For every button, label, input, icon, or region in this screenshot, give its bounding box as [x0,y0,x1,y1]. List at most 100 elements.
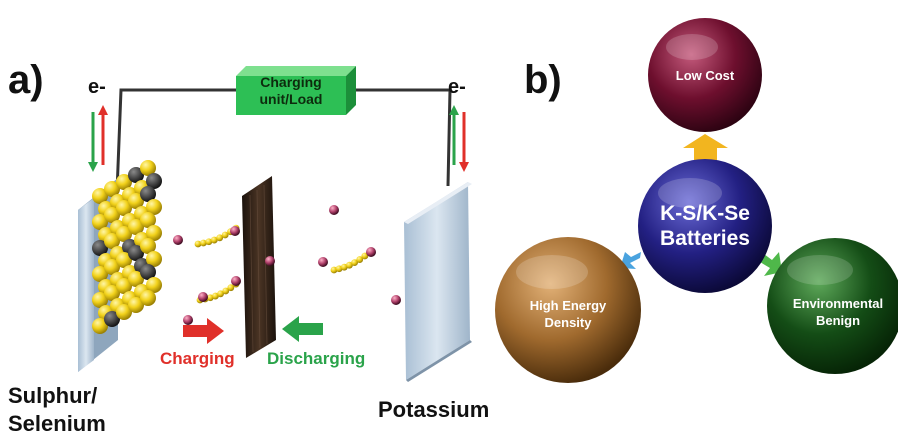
center-text: K-S/K-Se Batteries [640,198,770,254]
panel-b-label: b) [524,58,562,102]
potassium-ion [391,295,401,305]
selenium-particle [146,173,162,189]
sulfur-particle [128,193,144,209]
selenium-particle [92,240,108,256]
separator [242,176,276,358]
chain-bead [200,239,207,247]
environmental-line1: Environmental [792,296,884,311]
chain-bead [210,236,218,244]
sulfur-particle [92,266,108,282]
sulfur-particle [146,199,162,215]
potassium-ion [329,205,339,215]
left-electrode-line1: Sulphur/ [8,383,98,408]
low-cost-sphere [648,18,762,132]
chain-bead [356,256,364,263]
panel-a-label: a) [8,58,44,102]
chain-bead [221,231,229,239]
selenium-particle [128,167,144,183]
right-electrode-label: Potassium [378,397,490,422]
left-electrode-label: Sulphur/ Selenium [8,382,106,438]
potassium-ion [265,256,275,266]
selenium-particle [140,186,156,202]
high-energy-line2: Density [544,315,592,330]
potassium-ion [173,235,183,245]
center-line2: Batteries [660,227,750,250]
sulfur-particle [146,225,162,241]
charging-unit-label: Charging unit/Load [236,69,346,113]
potassium-ion [231,276,241,286]
left-wire [115,88,236,193]
selenium-particle [128,245,144,261]
potassium-ion [318,257,328,267]
charging-unit-box [236,66,356,115]
chain-bead [205,238,213,246]
sulfur-particle [104,285,120,301]
potassium-ion [366,247,376,257]
sulfur-particle [146,251,162,267]
chain-bead [351,259,358,267]
sulfur-particle [146,277,162,293]
chain-bead [330,266,338,274]
sulfur-particle [104,233,120,249]
sulfur-particle [104,259,120,275]
sulfur-particle [116,174,132,190]
sulfur-particle [92,188,108,204]
right-electron-arrows [449,105,469,172]
sulfur-particle [116,252,132,268]
sulfur-particle [140,160,156,176]
potassium-ion [230,226,240,236]
environmental-benign-sphere [767,238,898,374]
selenium-particle [140,264,156,280]
potassium-electrode-plate [404,182,472,382]
potassium-ions [173,205,401,325]
chain-bead [340,263,348,271]
sulfur-particle [116,304,132,320]
chain-bead [194,240,202,248]
high-energy-text: High Energy Density [503,294,633,334]
electron-label-left: e- [88,76,106,98]
charging-arrow [183,318,224,344]
left-electrode-line2: Selenium [8,411,106,436]
chain-bead [346,261,353,269]
discharging-arrow [282,316,323,342]
sulfur-particle [140,290,156,306]
polysulfide-chains [194,224,374,304]
charging-unit-line2: unit/Load [259,91,323,107]
sulfur-particle [92,292,108,308]
potassium-ion [183,315,193,325]
chain-bead [206,294,214,302]
sulfur-particle [128,297,144,313]
high-energy-line1: High Energy [529,298,607,313]
sulfur-particle [104,207,120,223]
sulfur-particle [116,226,132,242]
sulfur-particle [104,181,120,197]
chain-bead [212,292,219,300]
sulfur-selenium-particles [92,160,162,334]
chain-bead [335,265,343,273]
right-wire [346,88,452,187]
high-energy-density-sphere [495,237,641,383]
chain-bead [222,287,230,295]
potassium-ion [198,292,208,302]
sulfur-particle [140,212,156,228]
discharging-label: Discharging [267,349,366,368]
sulfur-particle [128,271,144,287]
sulfur-particle [92,214,108,230]
sulfur-particle [116,278,132,294]
environmental-line2: Benign [815,313,861,328]
selenium-particle [104,311,120,327]
sulfur-particle [116,200,132,216]
sulfur-particle [140,238,156,254]
chain-bead [217,290,224,298]
left-electron-arrows [88,105,108,172]
batteries-center-sphere [638,159,772,293]
electron-label-right: e- [448,76,466,98]
sulfur-particle [128,219,144,235]
sulfur-particle [92,318,108,334]
center-line1: K-S/K-Se [660,202,750,225]
chain-bead [227,284,235,292]
low-cost-text: Low Cost [675,67,735,83]
chain-bead [216,234,224,242]
charging-unit-line1: Charging [260,74,322,90]
